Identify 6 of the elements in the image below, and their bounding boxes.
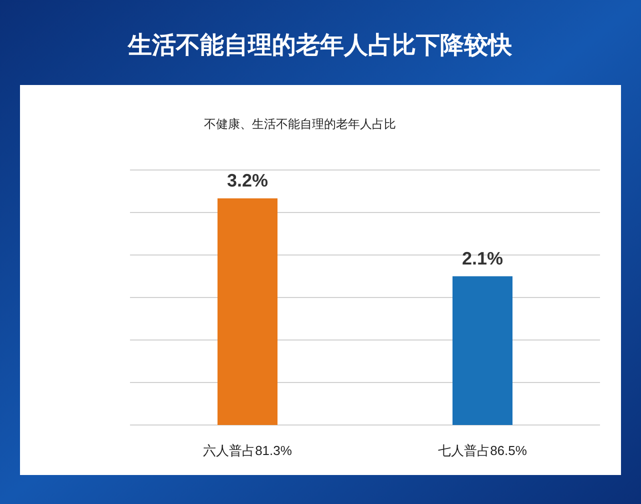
data-label: 3.2% <box>226 170 268 190</box>
x-tick-label: 六人普占81.3% <box>203 443 292 458</box>
x-tick-label: 七人普占86.5% <box>438 443 528 458</box>
chart-subtitle: 不健康、生活不能自理的老年人占比 <box>204 117 396 131</box>
data-label: 2.1% <box>462 248 504 268</box>
chart-title: 生活不能自理的老年人占比下降较快 <box>127 32 513 59</box>
